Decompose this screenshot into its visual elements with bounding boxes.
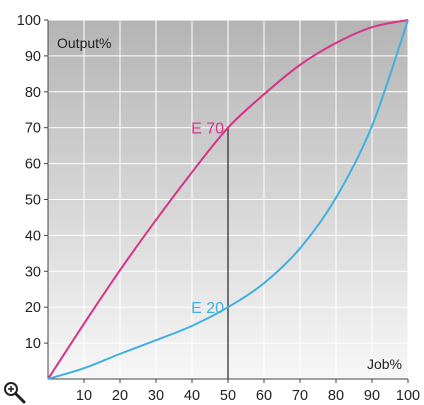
x-axis-title: Job% xyxy=(367,356,402,372)
x-tick-label: 100 xyxy=(396,388,420,404)
y-tick-label: 30 xyxy=(25,264,41,280)
series-line-e20 xyxy=(47,19,409,380)
y-tick-label: 90 xyxy=(25,49,41,65)
series-line-e70 xyxy=(47,19,409,380)
x-tick-label: 30 xyxy=(148,388,164,404)
y-tick-label: 100 xyxy=(17,13,41,29)
x-tick-label: 80 xyxy=(328,388,344,404)
zoom-in-icon[interactable] xyxy=(2,380,28,405)
x-tick-label: 70 xyxy=(292,388,308,404)
x-tick-labels: 10 20 30 40 50 60 70 80 90 100 xyxy=(76,388,420,404)
y-tick-label: 40 xyxy=(25,228,41,244)
y-tick-labels: 10 20 30 40 50 60 70 80 90 100 xyxy=(17,13,41,352)
y-axis-title: Output% xyxy=(57,35,111,51)
series-label-e70: E 70 xyxy=(191,121,224,138)
x-tick-label: 20 xyxy=(112,388,128,404)
y-tick-label: 50 xyxy=(25,193,41,209)
x-tick-label: 90 xyxy=(364,388,380,404)
series-lines xyxy=(47,19,409,380)
y-tick-label: 20 xyxy=(25,300,41,316)
y-tick-label: 80 xyxy=(25,85,41,101)
series-labels: E 70 E 20 xyxy=(191,121,224,318)
y-tick-label: 60 xyxy=(25,157,41,173)
y-tick-label: 70 xyxy=(25,121,41,137)
y-tick-label: 10 xyxy=(25,336,41,352)
x-tick-label: 10 xyxy=(76,388,92,404)
x-tick-label: 60 xyxy=(256,388,272,404)
series-label-e20: E 20 xyxy=(191,300,224,317)
x-tick-label: 50 xyxy=(220,388,236,404)
x-tick-label: 40 xyxy=(184,388,200,404)
